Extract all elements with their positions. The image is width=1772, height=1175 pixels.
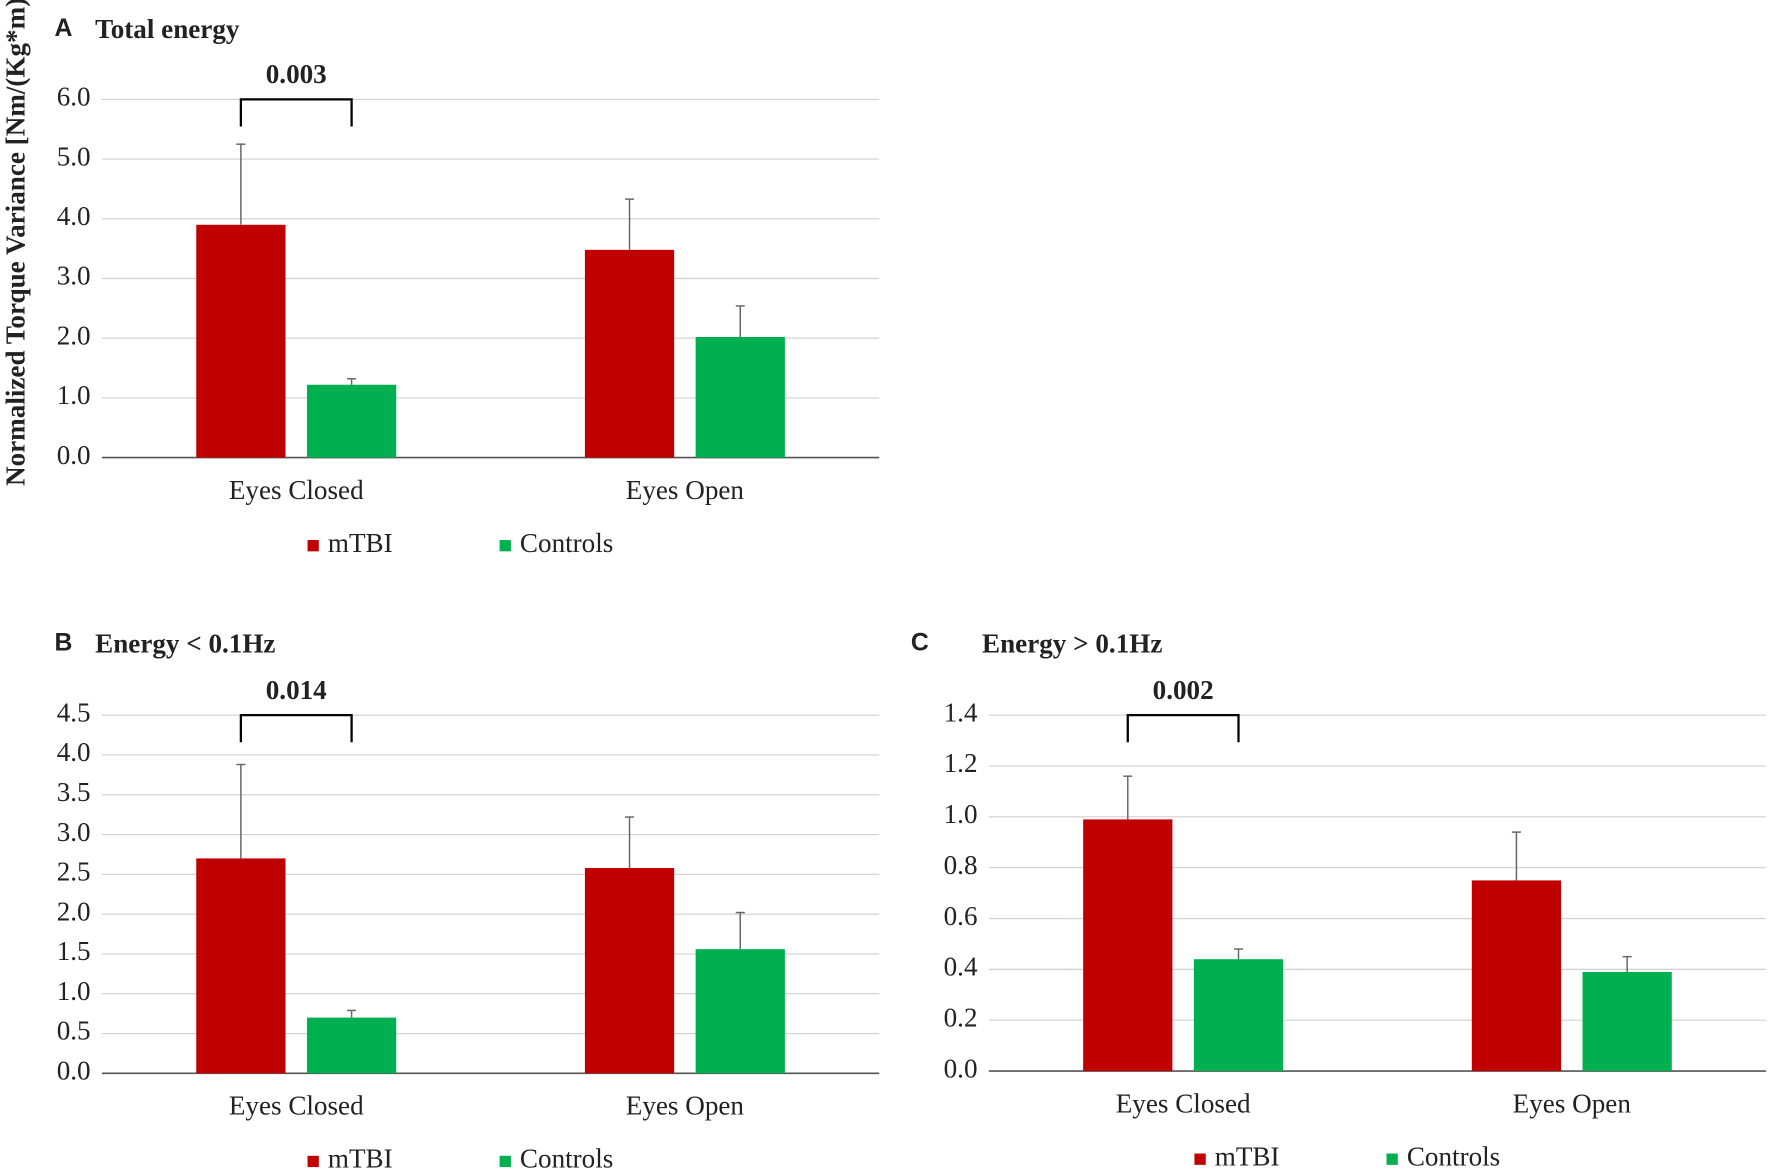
y-tick-label: 2.5 <box>57 857 91 887</box>
legend-label: mTBI <box>1215 1141 1280 1171</box>
error-bar <box>1123 775 1133 820</box>
y-tick-label: 1.0 <box>57 380 91 410</box>
panel-letter: B <box>54 630 72 657</box>
error-bar <box>625 816 635 868</box>
error-bar <box>236 143 246 225</box>
chart-title: Total energy <box>95 14 240 44</box>
bar <box>306 384 397 458</box>
x-tick-label: Eyes Closed <box>1116 1088 1251 1118</box>
error-bar <box>347 378 357 385</box>
x-tick-label: Eyes Open <box>626 1091 745 1121</box>
y-axis-label: Normalized Torque Variance [Nm/(Kg*m)]² <box>1 0 31 486</box>
legend-swatch <box>1386 1153 1398 1165</box>
significance-label: 0.002 <box>1153 675 1214 705</box>
significance-bracket <box>239 714 353 743</box>
significance-label: 0.003 <box>266 59 327 89</box>
x-tick-label: Eyes Open <box>1513 1088 1632 1118</box>
error-bar <box>735 305 745 337</box>
legend-swatch <box>499 1155 511 1168</box>
panel-letter: A <box>54 15 72 42</box>
x-tick-label: Eyes Closed <box>229 475 364 505</box>
y-tick-label: 0.2 <box>944 1002 978 1032</box>
significance-label: 0.014 <box>266 675 327 705</box>
legend-label: Controls <box>1407 1141 1500 1171</box>
y-tick-label: 2.0 <box>57 896 91 926</box>
y-tick-label: 4.0 <box>57 201 91 231</box>
bar <box>584 867 675 1074</box>
legend-label: mTBI <box>328 1144 393 1174</box>
legend-swatch <box>499 540 511 552</box>
bar <box>306 1017 397 1074</box>
bar <box>1582 971 1672 1072</box>
y-tick-label: 1.0 <box>57 976 91 1006</box>
x-tick-label: Eyes Open <box>626 475 745 505</box>
significance-bracket <box>239 98 353 127</box>
bar <box>695 336 785 458</box>
y-tick-label: 0.0 <box>57 1056 91 1086</box>
y-tick-label: 0.8 <box>944 850 978 880</box>
bar <box>1471 880 1562 1072</box>
y-tick-label: 4.5 <box>57 697 91 727</box>
chart-title: Energy > 0.1Hz <box>982 628 1162 658</box>
bar <box>196 858 286 1074</box>
legend-label: Controls <box>520 1144 613 1174</box>
legend-swatch <box>307 1155 319 1168</box>
error-bar <box>236 763 246 859</box>
error-bar <box>1511 831 1521 881</box>
bar <box>196 224 286 458</box>
bar <box>1193 959 1284 1072</box>
y-tick-label: 1.0 <box>944 799 978 829</box>
legend-swatch <box>1194 1153 1206 1165</box>
y-tick-label: 3.0 <box>57 261 91 291</box>
y-tick-label: 0.5 <box>57 1016 91 1046</box>
bar <box>584 249 675 458</box>
significance-bracket <box>1126 714 1240 743</box>
error-bar <box>625 198 635 250</box>
y-tick-label: 6.0 <box>57 82 91 112</box>
y-tick-label: 1.5 <box>57 936 91 966</box>
y-tick-label: 0.6 <box>944 901 978 931</box>
legend-swatch <box>307 540 319 552</box>
y-tick-label: 5.0 <box>57 141 91 171</box>
legend-label: mTBI <box>328 528 393 558</box>
bar <box>695 949 785 1074</box>
error-bar <box>1233 948 1244 960</box>
error-bar <box>735 911 745 950</box>
error-bar <box>347 1009 357 1018</box>
y-tick-label: 0.0 <box>944 1053 978 1083</box>
y-tick-label: 3.5 <box>57 777 91 807</box>
legend-label: Controls <box>520 528 613 558</box>
y-tick-label: 4.0 <box>57 737 91 767</box>
chart-title: Energy < 0.1Hz <box>95 628 275 658</box>
error-bar <box>1622 955 1632 972</box>
x-tick-label: Eyes Closed <box>229 1091 364 1121</box>
y-tick-label: 0.4 <box>944 952 978 982</box>
y-tick-label: 1.2 <box>944 748 978 778</box>
y-tick-label: 2.0 <box>57 320 91 350</box>
panel-letter: C <box>911 630 929 657</box>
y-tick-label: 3.0 <box>57 817 91 847</box>
y-tick-label: 1.4 <box>944 697 978 727</box>
y-tick-label: 0.0 <box>57 440 91 470</box>
bar <box>1083 819 1173 1072</box>
